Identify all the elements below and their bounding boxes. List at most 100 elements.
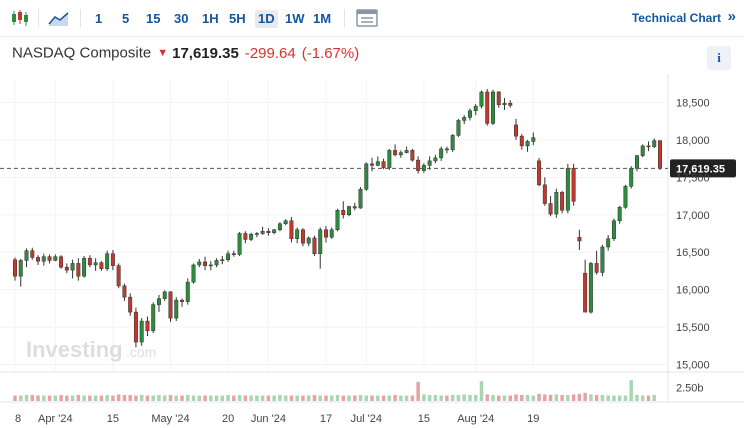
volume-bar: [571, 394, 576, 401]
volume-bar: [243, 395, 248, 401]
candle-body: [295, 229, 300, 239]
candle-body: [174, 299, 179, 319]
candle-body: [617, 207, 622, 222]
candle-body: [151, 304, 156, 332]
candle-body: [133, 311, 138, 343]
volume-bar: [318, 395, 322, 401]
candle-body: [145, 320, 150, 332]
volume-bar: [168, 394, 173, 401]
volume-bar: [473, 394, 478, 401]
candle-body: [214, 260, 219, 266]
candle-body: [197, 261, 202, 266]
volume-bar: [82, 395, 86, 401]
candle-body: [629, 168, 634, 187]
volume-bar: [53, 395, 58, 401]
candle-body: [577, 236, 582, 242]
volume-bar: [174, 395, 178, 401]
volume-bar: [122, 394, 127, 401]
volume-bar: [450, 394, 455, 401]
interval-1h[interactable]: 1H: [202, 11, 219, 26]
interval-1d[interactable]: 1D: [255, 10, 278, 28]
candle-body: [416, 159, 421, 171]
candle-body: [381, 161, 386, 168]
volume-bar: [283, 395, 288, 401]
x-tick-label: Apr '24: [38, 413, 73, 425]
interval-15[interactable]: 15: [146, 11, 161, 26]
double-chevron-right-icon[interactable]: »: [727, 8, 736, 25]
candle-body: [433, 157, 438, 162]
interval-1w[interactable]: 1W: [285, 11, 305, 26]
volume-bar: [445, 395, 449, 401]
volume-bar: [364, 395, 369, 401]
candle-body: [24, 250, 29, 261]
volume-bar: [197, 395, 202, 401]
x-tick-label: Jul '24: [351, 413, 382, 425]
interval-1m[interactable]: 1M: [313, 11, 332, 26]
down-arrow-icon: ▼: [157, 47, 169, 60]
candle-body: [180, 299, 184, 302]
candle-body: [358, 189, 363, 209]
volume-bar: [255, 395, 259, 401]
candle-body: [93, 262, 98, 266]
indicators-icon[interactable]: [356, 9, 378, 27]
area-chart-icon[interactable]: [48, 9, 70, 27]
volume-bar: [341, 395, 345, 401]
candle-body: [652, 140, 657, 147]
candle-body: [542, 184, 547, 204]
candle-body: [370, 163, 375, 166]
candle-body: [525, 141, 530, 147]
candle-body: [594, 263, 599, 273]
interval-1[interactable]: 1: [95, 11, 103, 26]
volume-tick-label: 2.50b: [676, 382, 704, 394]
volume-bar: [99, 395, 104, 401]
candle-body: [139, 320, 144, 343]
candle-body: [473, 105, 478, 111]
candle-body: [479, 91, 484, 107]
candle-body: [208, 264, 213, 267]
volume-bar: [19, 395, 23, 401]
info-button[interactable]: i: [707, 46, 731, 70]
candle-body: [289, 220, 294, 239]
candle-body: [548, 203, 553, 215]
candle-body: [82, 257, 87, 277]
candle-body: [128, 296, 133, 313]
last-price: 17,619.35: [172, 44, 239, 62]
volume-bar: [376, 395, 380, 401]
candle-body: [231, 253, 236, 255]
volume-bar: [237, 394, 242, 401]
toolbar-divider: [344, 9, 345, 27]
volume-bar: [226, 394, 230, 401]
candle-body: [110, 253, 115, 266]
interval-5[interactable]: 5: [122, 11, 130, 26]
interval-5h[interactable]: 5H: [229, 11, 246, 26]
candle-body: [30, 250, 35, 258]
volume-bar: [232, 395, 236, 401]
candle-body: [514, 124, 519, 137]
candle-body: [36, 257, 41, 262]
interval-30[interactable]: 30: [174, 11, 189, 26]
volume-bar: [301, 395, 305, 401]
x-tick-label: 8: [15, 413, 21, 425]
volume-bar: [266, 395, 271, 401]
candlestick-chart-icon[interactable]: [10, 9, 30, 27]
candle-body: [410, 150, 415, 161]
volume-bar: [537, 393, 541, 401]
volume-bar: [594, 394, 599, 401]
candle-body: [18, 260, 23, 277]
candle-body: [226, 253, 231, 260]
y-tick-label: 16,000: [676, 285, 710, 297]
volume-bar: [209, 395, 213, 401]
volume-bar: [128, 394, 132, 401]
candle-body: [59, 256, 64, 268]
candle-body: [583, 272, 588, 313]
volume-bar: [629, 380, 633, 401]
candle-body: [329, 229, 334, 238]
technical-chart-link[interactable]: Technical Chart: [631, 11, 721, 25]
volume-bar: [24, 394, 29, 401]
x-tick-label: 19: [527, 413, 539, 425]
volume-bar: [249, 395, 253, 401]
x-tick-label: 20: [222, 413, 234, 425]
volume-bar: [410, 395, 415, 401]
volume-bar: [554, 394, 559, 401]
